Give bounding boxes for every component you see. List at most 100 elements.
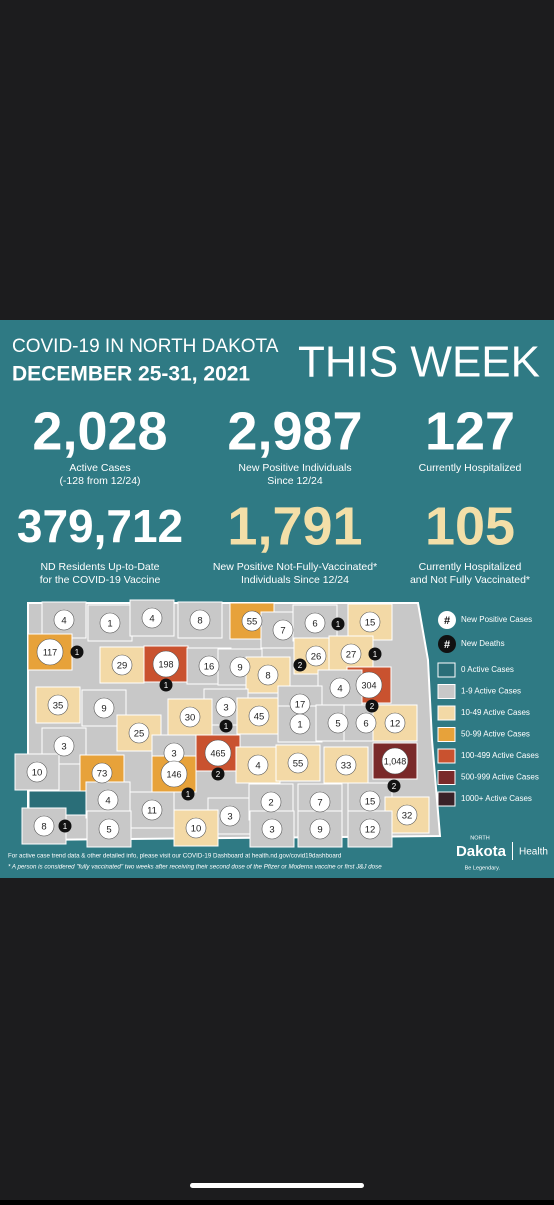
stat-value: 105 <box>425 496 515 556</box>
case-marker <box>305 645 327 667</box>
case-count: 33 <box>341 761 352 772</box>
case-marker <box>47 694 69 716</box>
death-count: 1 <box>224 722 229 731</box>
stat-label: Individuals Since 12/24 <box>241 574 349 586</box>
banner: THIS WEEK <box>298 338 540 387</box>
legend-label: New Positive Cases <box>461 615 532 624</box>
stat-label: Currently Hospitalized <box>419 561 522 573</box>
case-marker <box>97 789 119 811</box>
case-marker <box>304 612 326 634</box>
death-marker <box>219 719 233 733</box>
home-indicator <box>190 1183 364 1188</box>
color-label: 1000+ Active Cases <box>461 794 532 803</box>
case-count: 6 <box>312 619 317 630</box>
case-count: 4 <box>255 761 260 772</box>
death-marker <box>58 819 72 833</box>
stat-label: Since 12/24 <box>267 475 323 487</box>
case-marker <box>93 697 115 719</box>
case-count: 10 <box>32 768 43 779</box>
death-count: 1 <box>336 620 341 629</box>
death-count: 1 <box>75 648 80 657</box>
logo-small: NORTH <box>470 835 489 841</box>
logo-tagline: Be Legendary. <box>465 865 501 871</box>
case-count: 3 <box>223 703 228 714</box>
case-count: 304 <box>361 680 376 690</box>
case-marker <box>287 752 309 774</box>
case-marker <box>309 818 331 840</box>
case-marker <box>141 799 163 821</box>
case-count: 73 <box>97 769 108 780</box>
death-marker <box>368 647 382 661</box>
case-marker <box>396 804 418 826</box>
case-count: 3 <box>269 825 274 836</box>
case-marker <box>128 722 150 744</box>
case-marker <box>272 619 294 641</box>
case-count: 3 <box>227 812 232 823</box>
case-count: 198 <box>158 659 173 669</box>
stat-label: and Not Fully Vaccinated* <box>410 574 530 586</box>
case-marker <box>335 754 357 776</box>
case-count: 9 <box>101 704 106 715</box>
case-marker <box>384 712 406 734</box>
case-marker <box>355 712 377 734</box>
case-marker <box>53 609 75 631</box>
case-count: 1,048 <box>384 756 407 766</box>
case-marker <box>152 650 180 678</box>
color-label: 0 Active Cases <box>461 665 514 674</box>
stat-label: Active Cases <box>69 462 130 474</box>
case-count: 5 <box>335 719 340 730</box>
case-count: 4 <box>105 796 110 807</box>
color-swatch <box>437 770 456 785</box>
case-marker <box>257 664 279 686</box>
case-marker <box>215 696 237 718</box>
divider <box>512 842 513 860</box>
case-marker <box>359 818 381 840</box>
dates: DECEMBER 25-31, 2021 <box>12 363 250 386</box>
case-count: 26 <box>311 652 322 663</box>
case-count: 12 <box>390 719 401 730</box>
case-count: 55 <box>247 617 258 628</box>
death-count: 2 <box>370 702 375 711</box>
color-swatch <box>437 748 456 764</box>
case-count: 55 <box>293 759 304 770</box>
case-count: 32 <box>402 811 413 822</box>
death-marker <box>181 787 195 801</box>
case-count: 30 <box>185 713 196 724</box>
color-label: 500-999 Active Cases <box>461 773 539 782</box>
case-marker <box>359 611 381 633</box>
case-count: 27 <box>346 650 357 661</box>
legend-symbol <box>438 635 456 653</box>
case-marker <box>381 747 409 775</box>
case-marker <box>248 705 270 727</box>
stat-value: 379,712 <box>17 500 183 552</box>
death-count: 1 <box>186 790 191 799</box>
case-count: 3 <box>171 749 176 760</box>
color-swatch <box>437 684 456 699</box>
footnote: For active case trend data & other detai… <box>8 853 342 860</box>
case-count: 7 <box>317 798 322 809</box>
case-marker <box>141 607 163 629</box>
death-marker <box>365 699 379 713</box>
stat-label: Currently Hospitalized <box>419 462 522 474</box>
case-count: 2 <box>268 798 273 809</box>
case-marker <box>36 638 64 666</box>
case-count: 6 <box>363 719 368 730</box>
stat-value: 2,987 <box>227 401 362 461</box>
case-marker <box>160 760 188 788</box>
case-marker <box>329 677 351 699</box>
case-count: 16 <box>204 662 215 673</box>
death-marker <box>211 767 225 781</box>
case-count: 17 <box>295 700 306 711</box>
case-count: 8 <box>265 671 270 682</box>
death-count: 2 <box>216 770 221 779</box>
case-marker <box>247 754 269 776</box>
case-marker <box>26 761 48 783</box>
title: COVID-19 IN NORTH DAKOTA <box>12 336 279 357</box>
stat-label: for the COVID-19 Vaccine <box>40 574 161 586</box>
case-count: 29 <box>117 661 128 672</box>
case-marker <box>229 656 251 678</box>
case-marker <box>53 735 75 757</box>
legend-symbol <box>438 611 456 629</box>
